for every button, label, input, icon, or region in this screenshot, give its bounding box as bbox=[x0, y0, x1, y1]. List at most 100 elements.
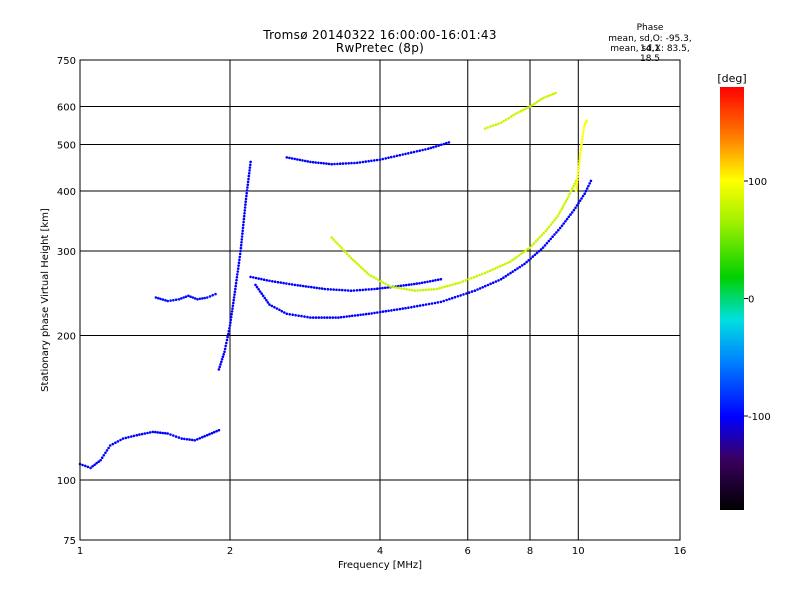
data-point bbox=[553, 219, 556, 222]
data-point bbox=[407, 306, 410, 310]
data-point bbox=[560, 207, 564, 210]
data-point bbox=[504, 274, 508, 278]
data-point bbox=[551, 221, 554, 224]
data-point bbox=[438, 287, 441, 290]
data-point bbox=[342, 248, 345, 252]
data-point bbox=[248, 169, 251, 172]
data-point bbox=[404, 152, 407, 156]
data-point bbox=[234, 281, 238, 285]
data-point bbox=[240, 238, 244, 241]
data-point bbox=[494, 123, 498, 126]
data-point bbox=[400, 287, 403, 290]
data-point bbox=[236, 270, 240, 273]
data-point bbox=[491, 281, 495, 285]
data-point bbox=[156, 431, 160, 434]
data-point bbox=[225, 341, 228, 345]
data-point bbox=[246, 180, 250, 184]
data-point bbox=[239, 249, 242, 253]
data-point bbox=[421, 303, 425, 307]
data-point bbox=[472, 275, 476, 279]
data-point bbox=[549, 93, 552, 97]
data-point bbox=[336, 242, 339, 245]
data-point bbox=[334, 316, 337, 319]
data-point bbox=[580, 143, 583, 146]
data-point bbox=[461, 280, 465, 283]
data-point bbox=[132, 434, 136, 438]
data-point bbox=[544, 229, 547, 233]
data-point bbox=[268, 279, 271, 283]
data-point bbox=[296, 284, 300, 287]
data-point bbox=[288, 282, 291, 286]
data-point bbox=[240, 241, 243, 244]
data-point bbox=[580, 140, 584, 144]
data-point bbox=[228, 327, 231, 330]
data-point bbox=[542, 231, 545, 235]
data-point bbox=[588, 182, 591, 185]
data-point bbox=[107, 446, 110, 450]
data-point bbox=[582, 129, 585, 132]
data-point bbox=[543, 244, 547, 247]
data-point bbox=[488, 269, 492, 273]
data-point bbox=[429, 146, 433, 150]
data-point bbox=[412, 282, 416, 286]
data-point bbox=[378, 287, 382, 290]
data-point bbox=[373, 311, 376, 315]
colorbar-ticks: 100 0 -100 bbox=[744, 177, 771, 423]
data-point bbox=[255, 285, 259, 289]
data-point bbox=[193, 439, 197, 442]
x-tick-label: 10 bbox=[572, 546, 585, 557]
data-point bbox=[386, 283, 390, 287]
data-point bbox=[484, 284, 487, 288]
data-point bbox=[104, 451, 107, 455]
data-point bbox=[381, 286, 384, 290]
data-point bbox=[402, 284, 405, 287]
data-point bbox=[95, 461, 98, 465]
data-point bbox=[574, 189, 578, 193]
data-point bbox=[331, 316, 335, 319]
data-point bbox=[220, 358, 224, 361]
data-point bbox=[551, 235, 554, 238]
y-tick-label: 750 bbox=[57, 56, 76, 67]
data-point bbox=[169, 433, 172, 436]
data-point bbox=[290, 157, 294, 160]
data-point bbox=[241, 232, 244, 235]
data-point bbox=[347, 254, 351, 258]
data-point bbox=[240, 235, 244, 238]
data-point bbox=[516, 267, 519, 270]
data-point bbox=[424, 303, 428, 306]
data-point bbox=[196, 438, 199, 441]
data-point bbox=[285, 312, 289, 316]
data-point bbox=[180, 297, 183, 300]
data-point bbox=[232, 296, 236, 299]
data-point bbox=[138, 433, 141, 436]
data-point bbox=[347, 162, 351, 165]
data-point bbox=[296, 158, 299, 161]
data-point bbox=[367, 159, 370, 163]
data-point bbox=[159, 297, 162, 301]
data-point bbox=[421, 288, 425, 292]
x-tick-label: 8 bbox=[527, 546, 533, 557]
x-axis-label: Frequency [MHz] bbox=[338, 560, 422, 571]
data-point bbox=[556, 214, 560, 218]
data-point bbox=[578, 154, 582, 157]
data-point bbox=[320, 287, 324, 290]
x-tick-label: 16 bbox=[674, 546, 687, 557]
data-point bbox=[581, 194, 585, 198]
data-point bbox=[476, 288, 479, 291]
data-point bbox=[239, 246, 243, 250]
data-point bbox=[423, 281, 427, 284]
data-point bbox=[353, 314, 357, 317]
data-point bbox=[252, 276, 255, 279]
data-point bbox=[575, 181, 579, 184]
data-point bbox=[234, 287, 237, 291]
data-point bbox=[326, 287, 330, 291]
data-point bbox=[210, 431, 214, 435]
data-point bbox=[307, 285, 310, 289]
data-point bbox=[445, 298, 448, 302]
data-point bbox=[247, 174, 251, 178]
data-point bbox=[130, 435, 133, 438]
data-point bbox=[266, 301, 270, 304]
data-point bbox=[285, 282, 288, 285]
data-point bbox=[453, 295, 457, 299]
